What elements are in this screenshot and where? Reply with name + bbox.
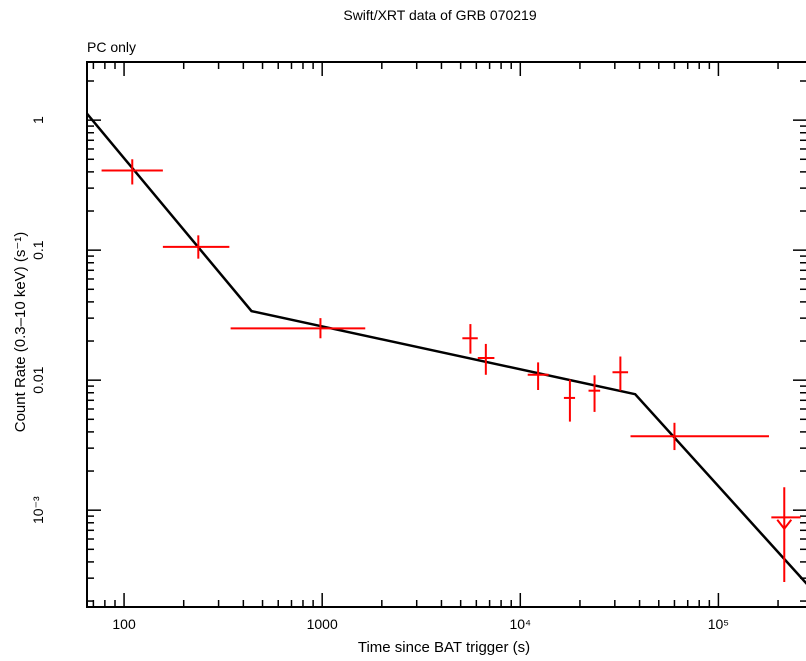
data-point [588, 375, 601, 412]
data-series [101, 159, 801, 583]
model-line [87, 112, 806, 585]
data-point [612, 356, 629, 391]
y-tick-label: 0.01 [30, 366, 46, 393]
x-tick-label: 1000 [307, 616, 338, 632]
data-point [563, 379, 576, 422]
upper-limit-arrow [776, 519, 793, 531]
y-tick-label: 1 [30, 116, 46, 124]
data-point [527, 362, 549, 391]
y-tick-label: 10⁻³ [30, 496, 46, 524]
x-tick-label: 10⁴ [509, 616, 531, 632]
chart-subtitle: PC only [87, 39, 136, 55]
y-tick-label: 0.1 [30, 240, 46, 260]
axis-tick-labels: 100 1000 10⁴ 10⁵ 1 0.1 0.01 10⁻³ [30, 116, 729, 632]
axis-ticks [87, 62, 806, 607]
x-tick-label: 10⁵ [708, 616, 729, 632]
x-axis-label: Time since BAT trigger (s) [358, 639, 530, 656]
data-point [771, 487, 801, 583]
plot-frame [86, 61, 806, 608]
data-point [162, 235, 230, 259]
data-point [462, 324, 478, 354]
data-point [630, 422, 769, 451]
x-tick-label: 100 [112, 616, 136, 632]
data-point [477, 343, 495, 375]
data-point [230, 318, 366, 339]
y-axis-label: Count Rate (0.3–10 keV) (s⁻¹) [12, 232, 29, 433]
model-fit-series [87, 112, 806, 585]
chart-title: Swift/XRT data of GRB 070219 [343, 7, 536, 23]
data-point [101, 159, 163, 185]
